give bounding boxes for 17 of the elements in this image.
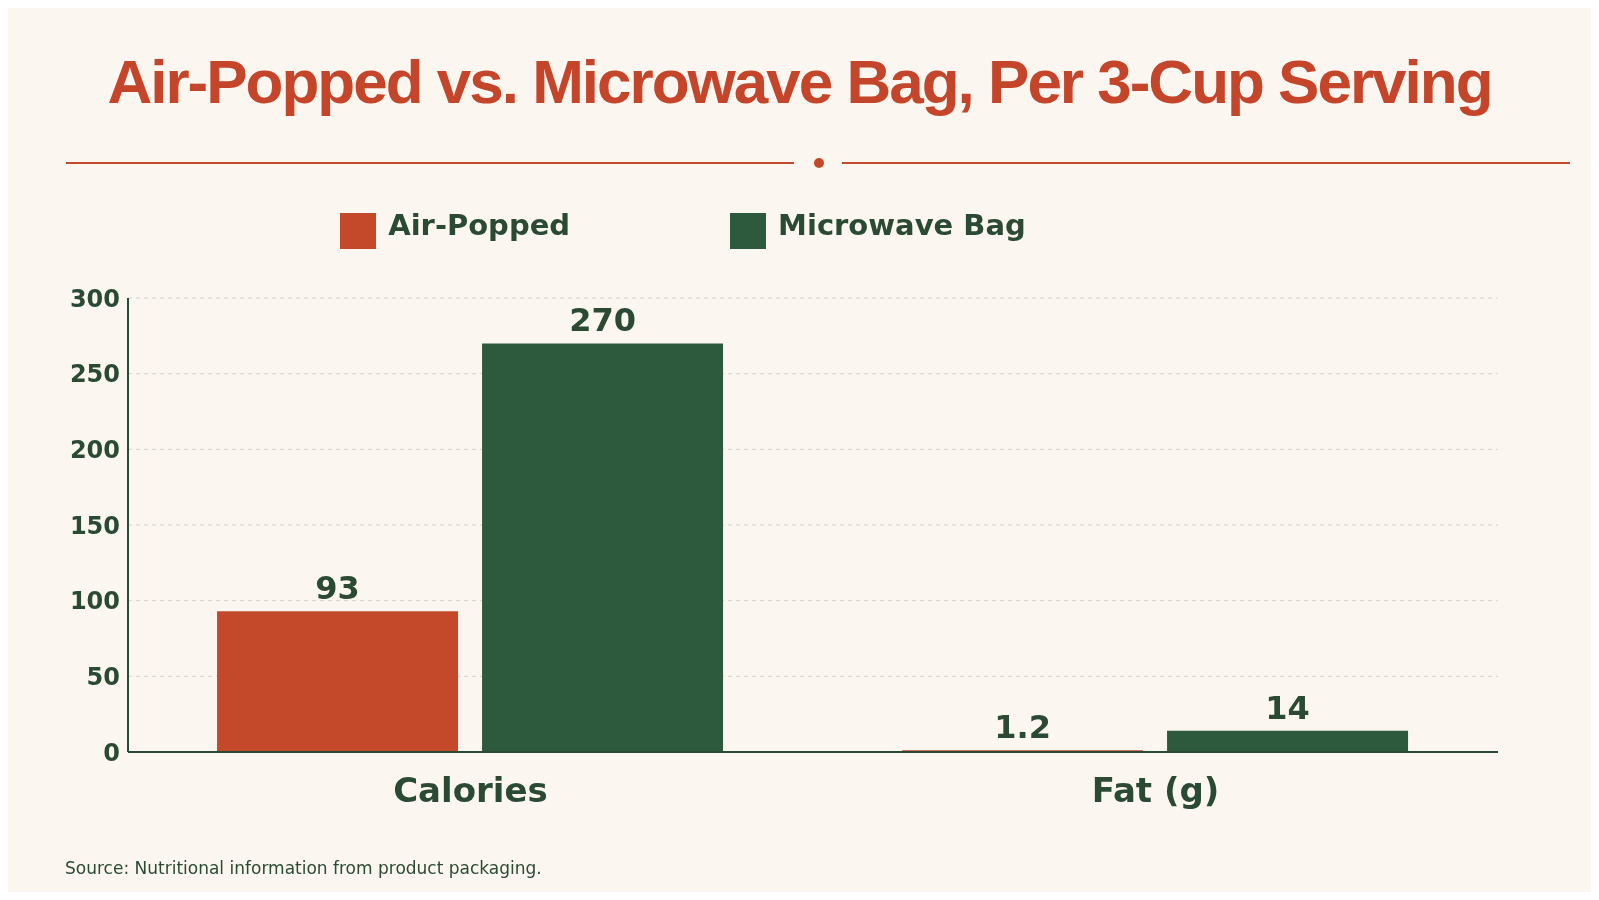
y-tick-label: 200 [69,435,120,464]
data-label: 1.2 [994,708,1051,747]
y-tick-label: 250 [69,360,120,389]
source-note: Source: Nutritional information from product packaging. [65,858,542,878]
y-tick-label: 150 [69,511,120,540]
y-tick-label: 50 [86,662,120,691]
legend-label: Microwave Bag [778,208,1026,242]
x-tick-label: Fat (g) [1091,770,1220,811]
legend-label: Air-Popped [388,208,571,242]
y-tick-label: 0 [103,738,120,767]
y-tick-label: 300 [69,284,120,313]
y-tick-label: 100 [69,587,120,616]
x-tick-label: Calories [393,770,548,811]
chart-title: Air-Popped vs. Microwave Bag, Per 3-Cup Serving [106,46,1493,117]
data-label: 93 [315,569,360,608]
data-label: 270 [569,301,636,340]
data-label: 14 [1265,688,1310,727]
